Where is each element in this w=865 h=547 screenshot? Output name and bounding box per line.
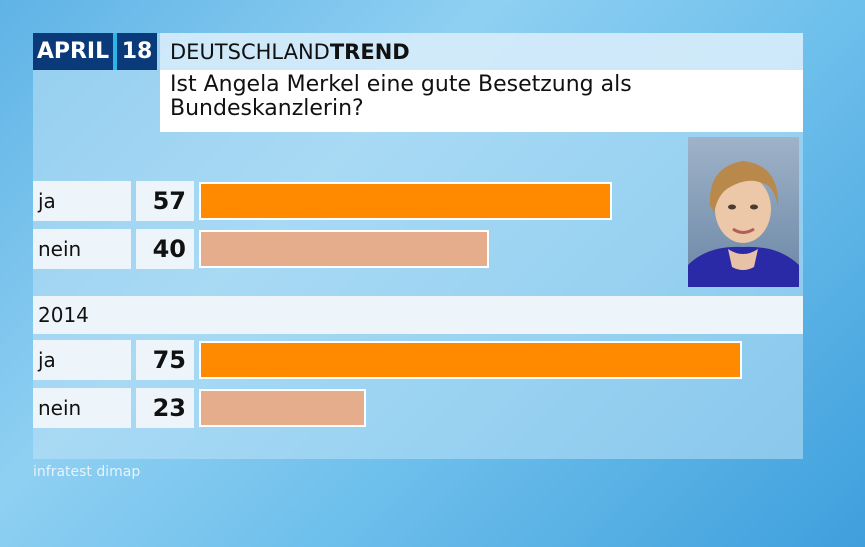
bar-nein-2014 — [199, 389, 366, 427]
bar-ja — [199, 182, 612, 220]
row-label-ja-2014: ja — [33, 340, 131, 380]
row-value-nein-2014: 23 — [136, 388, 194, 428]
row-label-nein-2014: nein — [33, 388, 131, 428]
header-accent — [113, 33, 117, 70]
section-2014: 2014 — [33, 296, 803, 334]
portrait-photo — [688, 137, 799, 287]
row-label-nein: nein — [33, 229, 131, 269]
row-value-ja: 57 — [136, 181, 194, 221]
source-label: infratest dimap — [33, 464, 141, 480]
bar-nein — [199, 230, 489, 268]
year-badge: 18 — [117, 33, 157, 70]
month-badge: APRIL — [33, 33, 113, 70]
brand-prefix: DEUTSCHLAND — [170, 39, 330, 64]
row-label-ja: ja — [33, 181, 131, 221]
row-value-nein: 40 — [136, 229, 194, 269]
row-value-ja-2014: 75 — [136, 340, 194, 380]
question-title: Ist Angela Merkel eine gute Besetzung al… — [160, 70, 803, 132]
bar-ja-2014 — [199, 341, 742, 379]
brand-bold: TREND — [329, 39, 410, 64]
brand-title: DEUTSCHLAND TREND — [160, 33, 803, 70]
